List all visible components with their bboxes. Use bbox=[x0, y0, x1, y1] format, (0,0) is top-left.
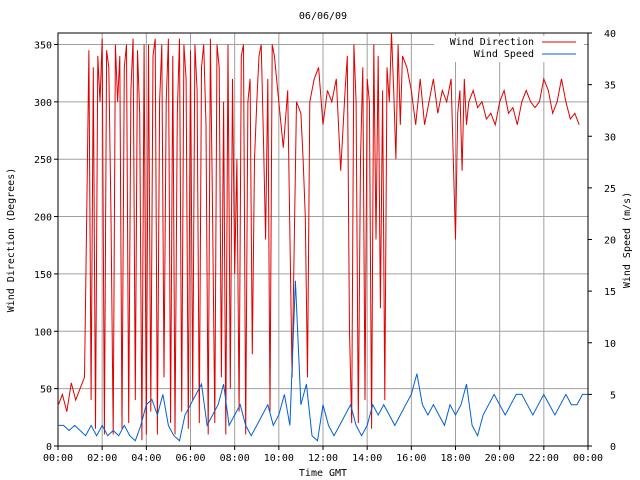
y-right-tick-label: 5 bbox=[610, 390, 616, 401]
y-left-tick-label: 0 bbox=[46, 442, 52, 453]
y-right-tick-label: 40 bbox=[604, 29, 616, 40]
legend-label-direction: Wind Direction bbox=[450, 37, 534, 48]
x-tick-label: 12:00 bbox=[308, 453, 338, 464]
y-left-tick-label: 150 bbox=[34, 270, 52, 281]
y-left-tick-label: 300 bbox=[34, 98, 52, 109]
y-right-tick-label: 35 bbox=[604, 81, 616, 92]
wind-speed-line bbox=[58, 280, 588, 442]
x-tick-label: 20:00 bbox=[485, 453, 515, 464]
x-tick-label: 08:00 bbox=[220, 453, 250, 464]
y-left-tick-label: 50 bbox=[40, 385, 52, 396]
y-right-tick-label: 25 bbox=[604, 184, 616, 195]
y-left-tick-label: 100 bbox=[34, 327, 52, 338]
y-left-tick-label: 350 bbox=[34, 40, 52, 51]
x-tick-label: 00:00 bbox=[573, 453, 603, 464]
y-axis-label-left: Wind Direction (Degrees) bbox=[6, 168, 17, 313]
legend-background bbox=[434, 36, 584, 62]
y-left-tick-label: 200 bbox=[34, 213, 52, 224]
legend: Wind Direction Wind Speed bbox=[434, 36, 584, 62]
x-tick-label: 00:00 bbox=[43, 453, 73, 464]
y-axis-label-right: Wind Speed (m/s) bbox=[622, 192, 633, 288]
x-tick-label: 14:00 bbox=[352, 453, 382, 464]
x-tick-label: 16:00 bbox=[396, 453, 426, 464]
x-tick-label: 18:00 bbox=[440, 453, 470, 464]
y-right-tick-label: 15 bbox=[604, 287, 616, 298]
y-left-tick-label: 250 bbox=[34, 155, 52, 166]
x-tick-label: 22:00 bbox=[529, 453, 559, 464]
x-tick-label: 10:00 bbox=[264, 453, 294, 464]
y-right-tick-label: 30 bbox=[604, 132, 616, 143]
legend-label-speed: Wind Speed bbox=[474, 49, 534, 60]
x-axis-label: Time GMT bbox=[299, 468, 347, 479]
x-tick-label: 06:00 bbox=[175, 453, 205, 464]
y-right-tick-label: 10 bbox=[604, 339, 616, 350]
series-layer bbox=[57, 32, 588, 442]
x-tick-label: 04:00 bbox=[131, 453, 161, 464]
y-right-tick-label: 20 bbox=[604, 236, 616, 247]
y-right-tick-label: 0 bbox=[610, 442, 616, 453]
x-tick-label: 02:00 bbox=[87, 453, 117, 464]
tick-labels: 00:00 02:00 04:00 06:00 08:00 10:00 12:00 14:00… bbox=[34, 29, 616, 464]
wind-direction-line bbox=[57, 32, 580, 441]
chart-title: 06/06/09 bbox=[299, 11, 347, 22]
